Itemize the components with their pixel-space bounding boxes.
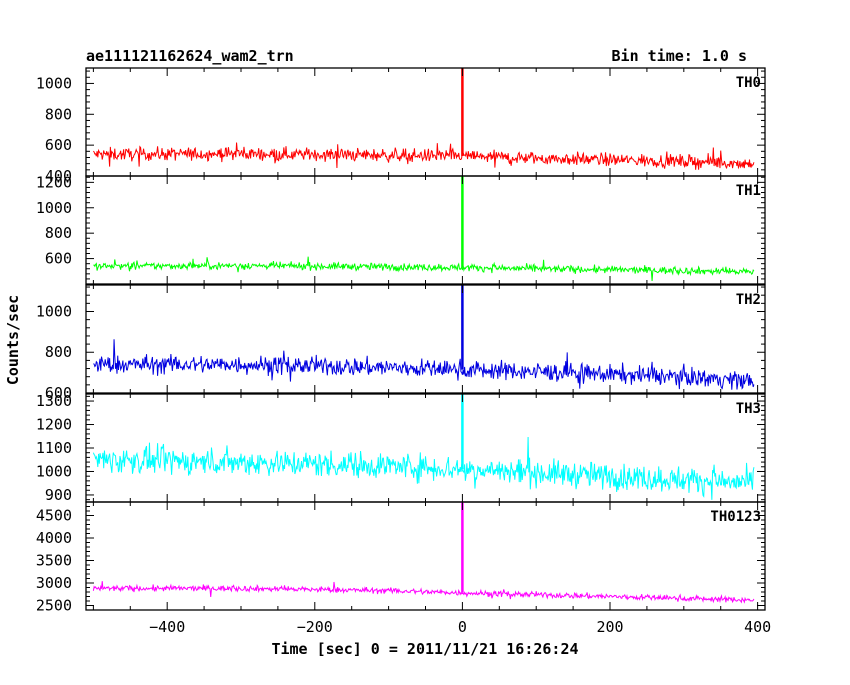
y-tick-label: 600 [45, 384, 72, 402]
y-axis-title: Counts/sec [4, 295, 22, 385]
panel-th0123: 2500 3000 3500 4000 4500 TH0123 [36, 501, 766, 615]
y-tick-label: 800 [45, 105, 72, 123]
y-tick-label: 1200 [36, 416, 72, 434]
y-tick-label: 1000 [36, 302, 72, 320]
x-tick-label: −400 [149, 618, 185, 636]
x-tick-label: 400 [744, 618, 771, 636]
y-tick-label: 800 [45, 343, 72, 361]
panel-label-th0: TH0 [736, 75, 761, 91]
y-tick-label: 1000 [36, 199, 72, 217]
panel-label-th2: TH2 [736, 292, 761, 308]
panel-frame [85, 393, 766, 503]
y-tick-label: 1000 [36, 74, 72, 92]
series-line-th1 [93, 256, 755, 282]
y-tick-label: 4000 [36, 529, 72, 547]
x-tick-label: 200 [596, 618, 623, 636]
panel-th0: 400 600 800 1000 TH0 [36, 67, 766, 185]
x-tick-label: −200 [297, 618, 333, 636]
y-tick-label: 1100 [36, 439, 72, 457]
series-line-th0 [93, 142, 755, 170]
panel-th3: 900 1000 1100 1200 1300 TH3 [36, 392, 766, 504]
panel-frame [85, 67, 766, 177]
series-line-th0123 [92, 581, 755, 604]
x-tick-label: 0 [458, 618, 467, 636]
panel-frame [85, 501, 766, 611]
series-line-th3 [92, 437, 755, 500]
chart-subtitle: Bin time: 1.0 s [612, 47, 747, 65]
series-line-th2 [93, 339, 755, 390]
y-tick-label: 4500 [36, 507, 72, 525]
x-axis-title: Time [sec] 0 = 2011/11/21 16:26:24 [271, 640, 578, 658]
y-tick-label: 2500 [36, 597, 72, 615]
y-tick-label: 900 [45, 486, 72, 504]
y-tick-label: 600 [45, 250, 72, 268]
panel-th2: 600 800 1000 TH2 [36, 284, 766, 402]
y-tick-label: 600 [45, 136, 72, 154]
y-tick-label: 400 [45, 167, 72, 185]
y-tick-label: 3000 [36, 574, 72, 592]
y-tick-label: 800 [45, 224, 72, 242]
panel-th1: 600 800 1000 1200 TH1 [36, 173, 766, 285]
y-tick-label: 1000 [36, 462, 72, 480]
y-tick-label: 1300 [36, 392, 72, 410]
panel-label-th0123: TH0123 [710, 509, 761, 525]
panel-label-th3: TH3 [736, 401, 761, 417]
panels-layer: 400 600 800 1000 TH0 600 800 1000 1200 TH1 600 800 1… [36, 67, 771, 636]
y-tick-label: 3500 [36, 552, 72, 570]
y-tick-label: 1200 [36, 173, 72, 191]
chart-title: ae111121162624_wam2_trn [86, 47, 294, 65]
panel-label-th1: TH1 [736, 183, 761, 199]
